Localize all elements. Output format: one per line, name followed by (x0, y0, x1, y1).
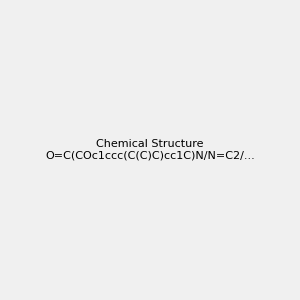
Text: Chemical Structure
O=C(COc1ccc(C(C)C)cc1C)N/N=C2/...: Chemical Structure O=C(COc1ccc(C(C)C)cc1… (45, 139, 255, 161)
